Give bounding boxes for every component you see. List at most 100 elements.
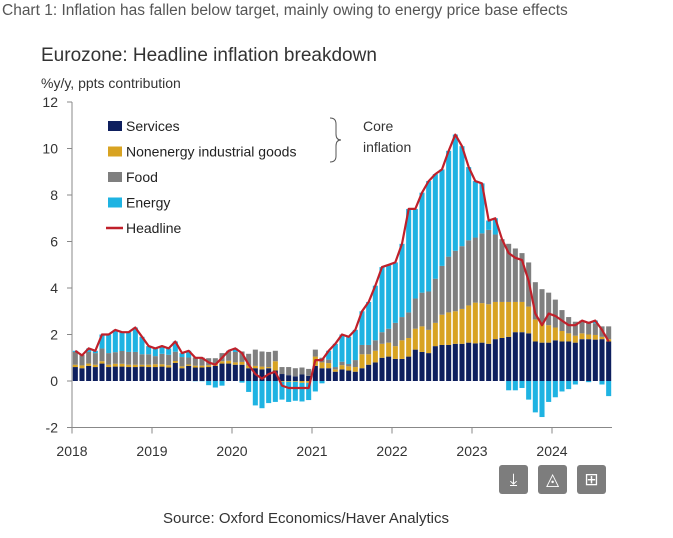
bar-food (452, 250, 458, 312)
bar-energy (419, 192, 425, 293)
bar-nonenergy-industrial-goods (279, 381, 285, 382)
bar-energy (99, 334, 105, 349)
bar-energy (399, 243, 405, 318)
bar-food (412, 298, 418, 329)
bar-energy (206, 381, 212, 386)
bar-energy (466, 167, 472, 241)
bar-nonenergy-industrial-goods (259, 366, 265, 370)
bar-nonenergy-industrial-goods (526, 306, 532, 334)
bar-services (312, 365, 318, 381)
bar-services (206, 367, 212, 381)
bar-nonenergy-industrial-goods (172, 361, 178, 363)
bar-services (179, 368, 185, 381)
bar-services (366, 364, 372, 381)
bar-food (512, 248, 518, 302)
bar-nonenergy-industrial-goods (552, 327, 558, 341)
bar-energy (299, 382, 305, 402)
bar-food (379, 332, 385, 344)
bar-services (386, 356, 392, 381)
bar-food (472, 237, 478, 303)
y-axis-label: %y/y, ppts contribution (41, 75, 181, 91)
bar-energy (352, 329, 358, 361)
bar-services (72, 367, 78, 381)
bar-food (292, 368, 298, 377)
bar-nonenergy-industrial-goods (226, 360, 232, 364)
bar-energy (406, 208, 412, 313)
annotation-inflation: inflation (363, 139, 411, 155)
bar-services (166, 367, 172, 381)
chart-add-button[interactable]: ◬ (538, 465, 567, 494)
add-to-board-button[interactable]: ⊞ (577, 465, 606, 494)
bar-services (472, 343, 478, 381)
bar-nonenergy-industrial-goods (426, 329, 432, 354)
bar-food (439, 265, 445, 315)
bar-nonenergy-industrial-goods (266, 367, 272, 369)
bar-nonenergy-industrial-goods (432, 322, 438, 347)
bar-energy (159, 346, 165, 354)
bar-services (292, 376, 298, 381)
bar-energy (519, 381, 525, 388)
bar-energy (152, 348, 158, 357)
bar-services (92, 367, 98, 381)
bar-energy (172, 341, 178, 352)
bar-nonenergy-industrial-goods (466, 305, 472, 343)
bar-services (379, 357, 385, 381)
bar-services (272, 370, 278, 381)
bar-food (212, 358, 218, 365)
bar-food (272, 350, 278, 362)
bar-energy (366, 301, 372, 345)
bar-nonenergy-industrial-goods (559, 331, 565, 342)
add-to-board-icon: ⊞ (584, 470, 599, 489)
bar-services (159, 366, 165, 381)
bar-nonenergy-industrial-goods (319, 362, 325, 369)
bar-energy (532, 381, 538, 413)
core-bracket (329, 117, 342, 163)
bar-energy (312, 381, 318, 392)
bar-food (132, 351, 138, 365)
bar-nonenergy-industrial-goods (412, 328, 418, 350)
bar-nonenergy-industrial-goods (239, 361, 245, 365)
bar-nonenergy-industrial-goods (72, 364, 78, 368)
bar-nonenergy-industrial-goods (192, 365, 198, 368)
bar-nonenergy-industrial-goods (572, 335, 578, 343)
bar-nonenergy-industrial-goods (152, 364, 158, 368)
bar-services (506, 336, 512, 381)
bar-food (112, 352, 118, 364)
bar-services (446, 344, 452, 381)
bar-food (406, 312, 412, 338)
bar-nonenergy-industrial-goods (506, 301, 512, 337)
bar-energy (339, 334, 345, 362)
bar-services (512, 332, 518, 381)
bar-services (246, 368, 252, 381)
bar-services (119, 366, 125, 381)
bar-nonenergy-industrial-goods (292, 381, 298, 382)
bar-nonenergy-industrial-goods (399, 340, 405, 359)
bar-energy (432, 174, 438, 279)
bar-food (306, 368, 312, 376)
bar-energy (279, 381, 285, 400)
bar-services (152, 367, 158, 381)
bar-services (259, 369, 265, 381)
bar-services (466, 342, 472, 381)
bar-services (579, 339, 585, 381)
bar-food (359, 344, 365, 355)
y-tick-label: 8 (50, 187, 58, 203)
bar-energy (272, 381, 278, 402)
bar-energy (306, 382, 312, 401)
bar-energy (139, 336, 145, 355)
bar-services (319, 368, 325, 381)
download-button[interactable]: ⤓ (499, 465, 528, 494)
bar-services (412, 349, 418, 381)
chart-title: Eurozone: Headline inflation breakdown (41, 45, 377, 66)
bar-services (492, 339, 498, 381)
bar-nonenergy-industrial-goods (592, 334, 598, 340)
bar-services (392, 358, 398, 381)
bar-services (519, 332, 525, 381)
bar-nonenergy-industrial-goods (286, 381, 292, 382)
bar-services (526, 333, 532, 381)
bar-food (386, 328, 392, 343)
bar-food (539, 289, 545, 325)
headline-line (74, 133, 610, 390)
legend-label: Energy (126, 195, 170, 211)
x-tick-label: 2020 (216, 443, 247, 459)
